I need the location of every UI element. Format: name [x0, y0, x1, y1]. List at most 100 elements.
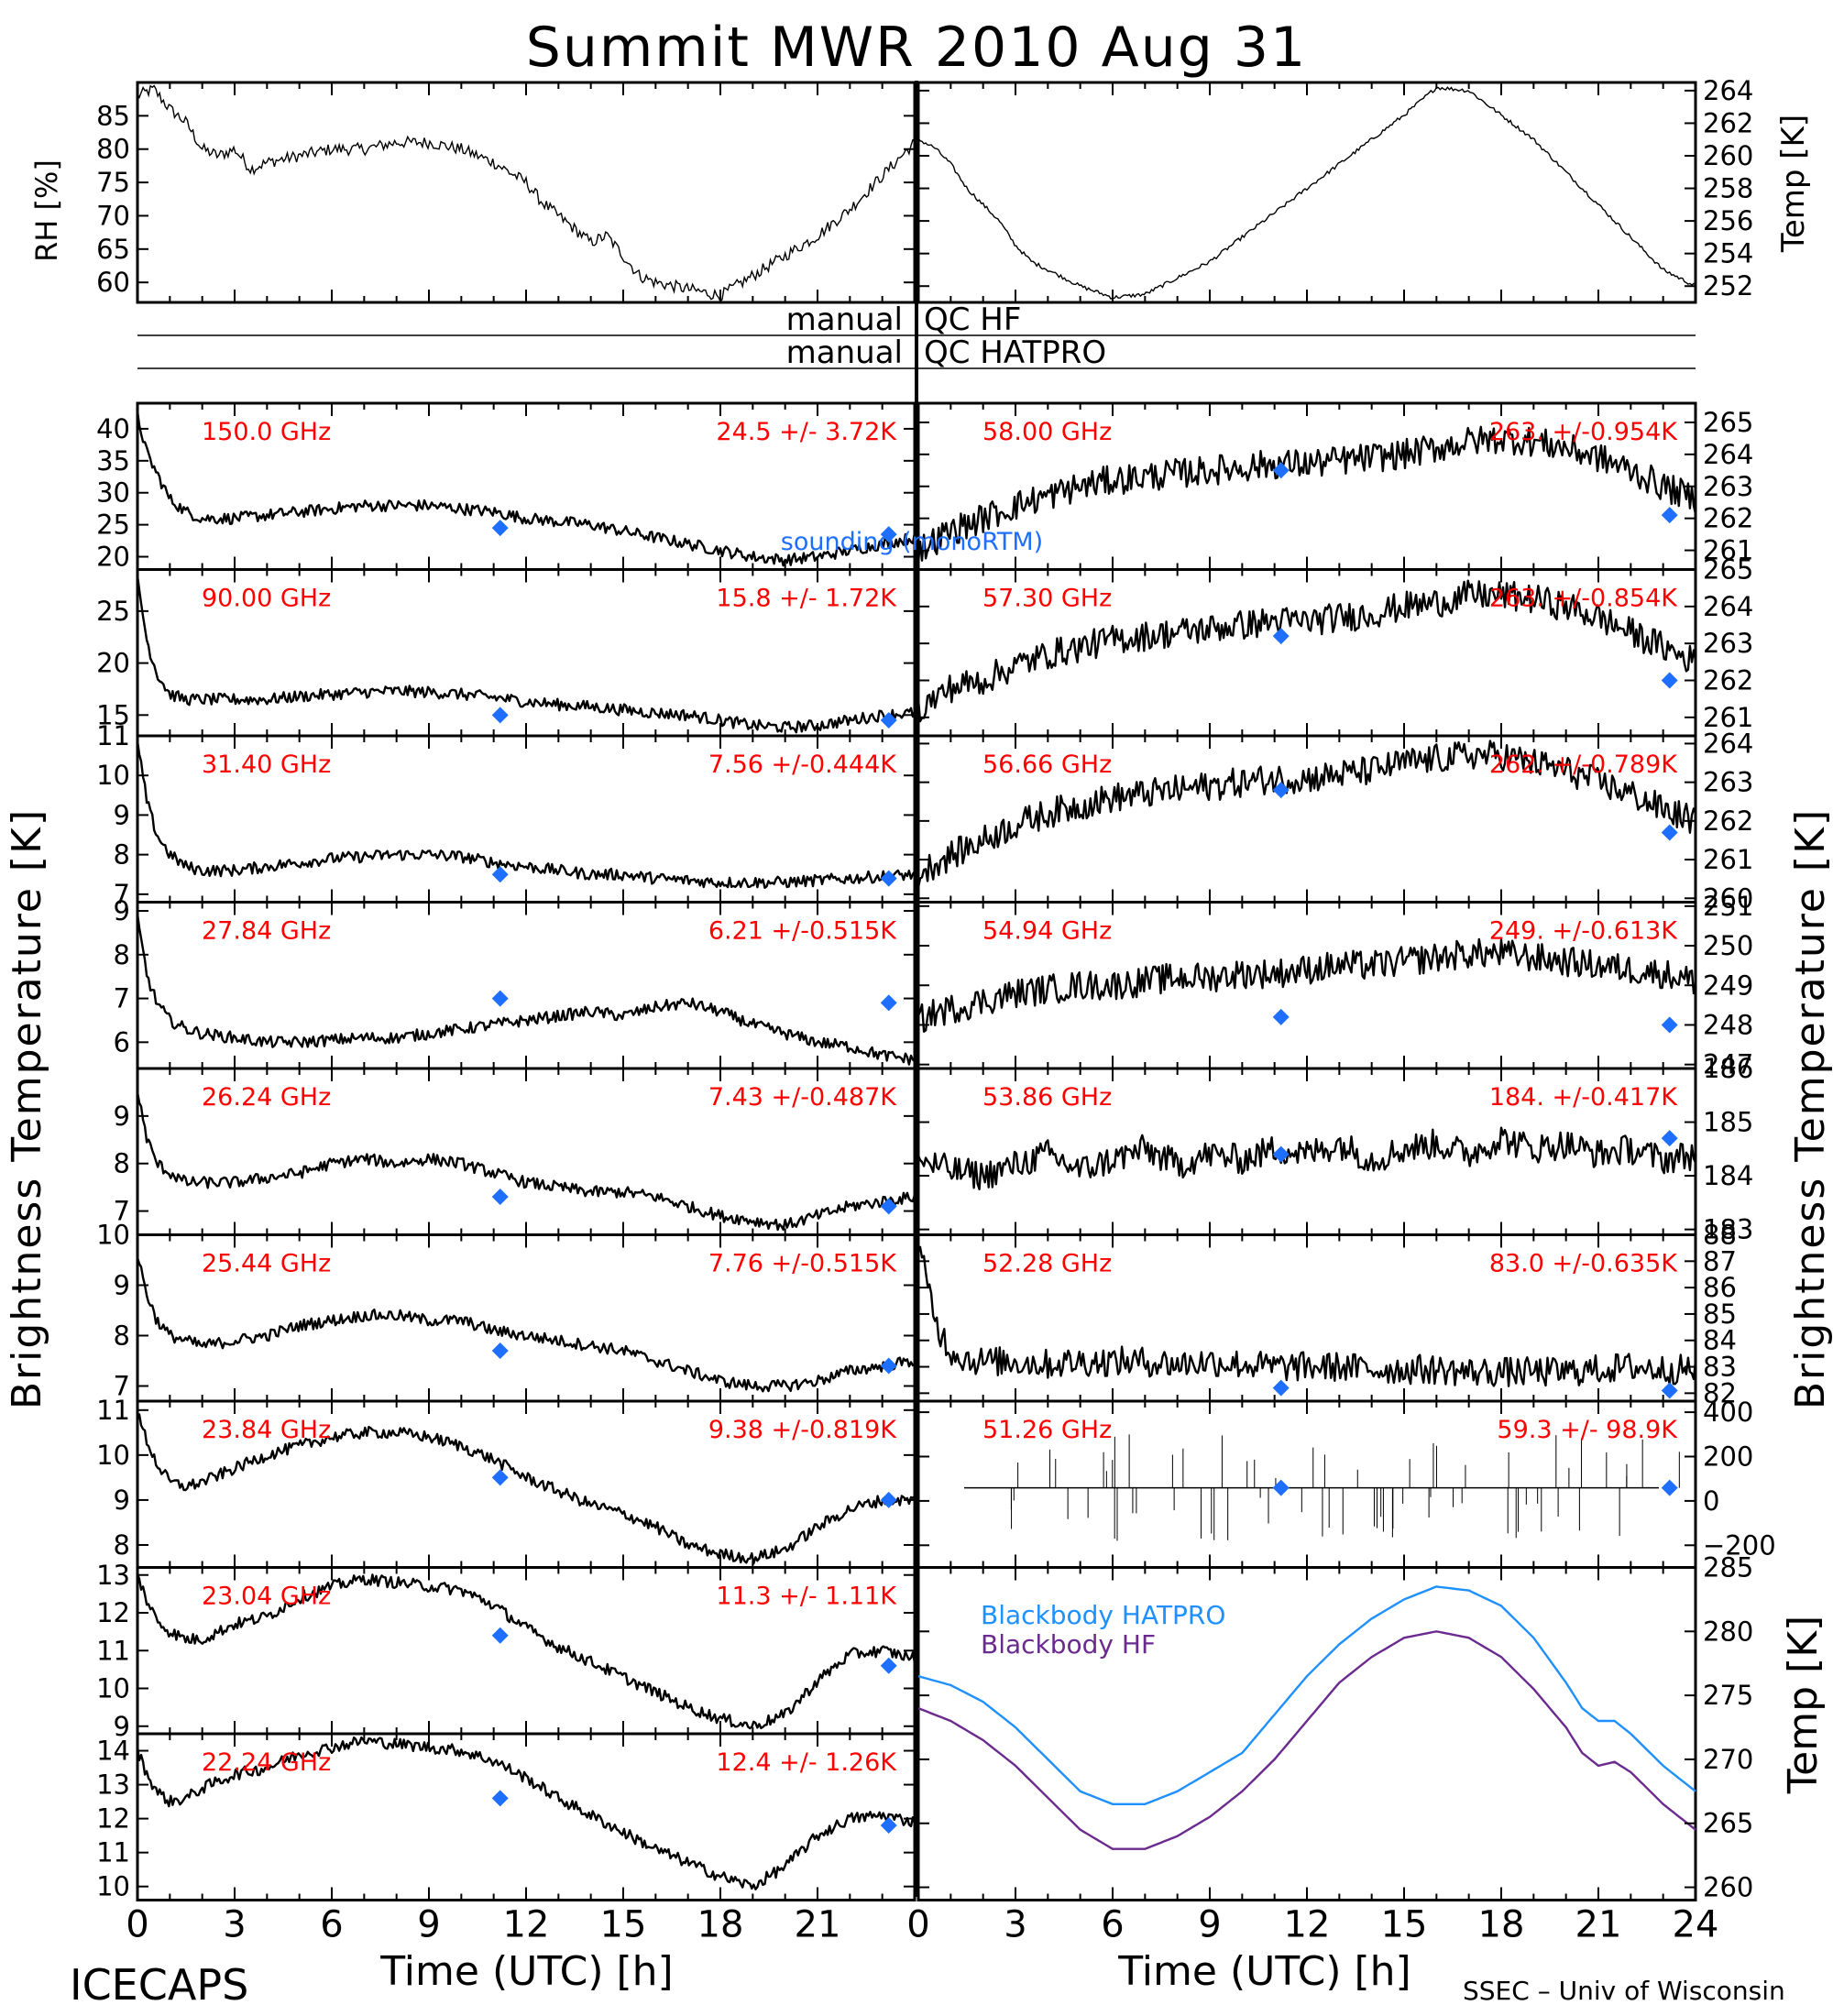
right-channel-7-ytick-label: 400 [1703, 1397, 1753, 1428]
left-channel-1-ytick-label: 35 [96, 445, 130, 477]
left-channel-1-ytick-label: 30 [96, 477, 130, 509]
rh-series-line [137, 84, 916, 303]
left-channel-4-statistics-label: 6.21 +/-0.515K [708, 917, 897, 946]
right-channel-3-ytick-label: 264 [1703, 728, 1753, 759]
left-channel-5-frequency-label: 26.24 GHz [202, 1083, 331, 1112]
right-channel-6-series-line [917, 1245, 1697, 1387]
right-xtick-label: 9 [1198, 1904, 1221, 1946]
sounding-markers [491, 462, 1678, 1835]
right-channel-2-ytick-label: 263 [1703, 628, 1753, 659]
left-channel-5-ytick-label: 8 [114, 1148, 130, 1179]
right-channel-1-ytick-label: 263 [1703, 471, 1753, 502]
left-channel-3-ytick-label: 7 [114, 879, 130, 910]
right-channel-6-ytick-label: 88 [1703, 1220, 1737, 1251]
right-channel-5-series-line [916, 1126, 1697, 1190]
left-channel-8-series-line [136, 1573, 916, 1730]
footer-right: SSEC – Univ of Wisconsin [1463, 1976, 1785, 2006]
right-channel-3-ytick-label: 263 [1703, 767, 1753, 798]
footer-left: ICECAPS [70, 1960, 248, 2010]
right-xtick-label: 12 [1284, 1904, 1331, 1946]
left-channel-7-ytick-label: 8 [114, 1529, 130, 1561]
right-channel-6-ytick-label: 86 [1703, 1272, 1737, 1303]
left-channel-9-ytick-label: 14 [96, 1736, 130, 1767]
temp-panel [916, 81, 1697, 304]
right-channel-1-ytick-label: 264 [1703, 439, 1753, 470]
brightness-axis-label-left: Brightness Temperature [K] [4, 808, 50, 1409]
temp-panel-ytick-label: 252 [1703, 270, 1753, 301]
right-channel-3-frequency-label: 56.66 GHz [982, 751, 1112, 779]
left-channel-9-sounding-marker [880, 1817, 897, 1835]
left-channel-2-series-line [136, 575, 916, 734]
rh-panel-ytick-label: 85 [96, 100, 130, 131]
left-channel-9-ytick-label: 13 [96, 1769, 130, 1801]
right-channel-5-sounding-marker [1272, 1145, 1290, 1163]
right-channel-5-statistics-label: 184. +/-0.417K [1489, 1083, 1678, 1112]
left-xtick-label: 12 [503, 1904, 550, 1946]
qc-hatpro-left-label: manual [786, 334, 903, 371]
right-channel-4-ytick-label: 250 [1703, 930, 1753, 961]
chart-title: Summit MWR 2010 Aug 31 [526, 16, 1307, 80]
left-channel-3-sounding-marker [491, 866, 509, 883]
left-channel-9-statistics-label: 12.4 +/- 1.26K [716, 1748, 897, 1777]
right-channel-5-ytick-label: 183 [1703, 1214, 1753, 1245]
blackbody-panel-ytick-label: 270 [1703, 1744, 1753, 1775]
left-channel-7-sounding-marker [491, 1469, 509, 1486]
left-channel-5-statistics-label: 7.43 +/-0.487K [708, 1083, 897, 1112]
right-xtick-label: 6 [1101, 1904, 1124, 1946]
left-channel-3-frequency-label: 31.40 GHz [202, 751, 331, 779]
right-channel-2-ytick-label: 261 [1703, 702, 1753, 733]
left-channel-6-series-line [136, 1257, 916, 1393]
left-channel-7-statistics-label: 9.38 +/-0.819K [708, 1416, 897, 1444]
right-channel-6-ytick-label: 83 [1703, 1352, 1737, 1383]
rh-axis-label: RH [%] [29, 159, 64, 262]
left-channel-6-ytick-label: 7 [114, 1371, 130, 1402]
left-channel-7-ytick-label: 11 [96, 1395, 130, 1426]
right-channel-2-ytick-label: 265 [1703, 554, 1753, 586]
blackbody-panel-ytick-label: 265 [1703, 1808, 1753, 1839]
left-channel-8-ytick-label: 13 [96, 1560, 130, 1591]
left-channel-5-ytick-label: 9 [114, 1101, 130, 1132]
left-channel-3-ytick-label: 9 [114, 799, 130, 830]
left-channel-4-frequency-label: 27.84 GHz [202, 917, 331, 946]
left-channel-7-ytick-label: 10 [96, 1440, 130, 1471]
left-xtick-label: 21 [795, 1904, 841, 1946]
left-channel-4-sounding-marker [880, 994, 897, 1012]
right-xtick-label: 15 [1381, 1904, 1428, 1946]
rh-panel-ytick-label: 70 [96, 200, 130, 231]
left-channel-8-sounding-marker [880, 1657, 897, 1674]
blackbody-series-1 [917, 1585, 1696, 1805]
right-channel-7-statistics-label: 59.3 +/- 98.9K [1497, 1416, 1678, 1444]
left-xtick-label: 9 [417, 1904, 440, 1946]
blackbody-panel-ytick-label: 280 [1703, 1616, 1753, 1647]
temp-panel-ytick-label: 260 [1703, 140, 1753, 171]
right-xtick-label: 21 [1575, 1904, 1622, 1946]
right-channel-2-frequency-label: 57.30 GHz [982, 585, 1112, 613]
left-channel-6-sounding-marker [880, 1357, 897, 1375]
left-channel-6-frequency-label: 25.44 GHz [202, 1250, 331, 1278]
left-channel-4-ytick-label: 9 [114, 895, 130, 926]
right-channel-6-sounding-marker [1661, 1382, 1678, 1399]
left-channel-9-ytick-label: 10 [96, 1871, 130, 1902]
right-channel-4-statistics-label: 249. +/-0.613K [1489, 917, 1678, 946]
left-xtick-label: 15 [600, 1904, 647, 1946]
legend-blackbody-hf: Blackbody HF [981, 1629, 1156, 1660]
temp-series-line [917, 86, 1696, 300]
left-channel-8-frequency-label: 23.04 GHz [202, 1583, 331, 1611]
left-channel-6-sounding-marker [491, 1342, 509, 1359]
right-channel-1-frequency-label: 58.00 GHz [982, 418, 1112, 446]
right-channel-2-statistics-label: 263. +/-0.854K [1489, 585, 1678, 613]
right-channel-1-ytick-label: 262 [1703, 503, 1753, 534]
left-channel-4-ytick-label: 7 [114, 983, 130, 1014]
left-channel-3-ytick-label: 8 [114, 839, 130, 871]
temp-axis-label-bottom: Temp [K] [1780, 1616, 1827, 1794]
left-channel-5-series-line [136, 1091, 916, 1232]
temp-panel-ytick-label: 262 [1703, 107, 1753, 138]
right-xtick-label: 0 [906, 1904, 929, 1946]
blackbody-panel-ytick-label: 275 [1703, 1680, 1753, 1711]
left-channel-6-ytick-label: 8 [114, 1320, 130, 1352]
right-channel-6-ytick-label: 87 [1703, 1245, 1737, 1276]
qc-hf-left-label: manual [786, 301, 903, 338]
right-channel-4-frequency-label: 54.94 GHz [982, 917, 1112, 946]
right-channel-1-statistics-label: 263. +/-0.954K [1489, 418, 1678, 446]
temp-panel-ytick-label: 264 [1703, 75, 1753, 106]
